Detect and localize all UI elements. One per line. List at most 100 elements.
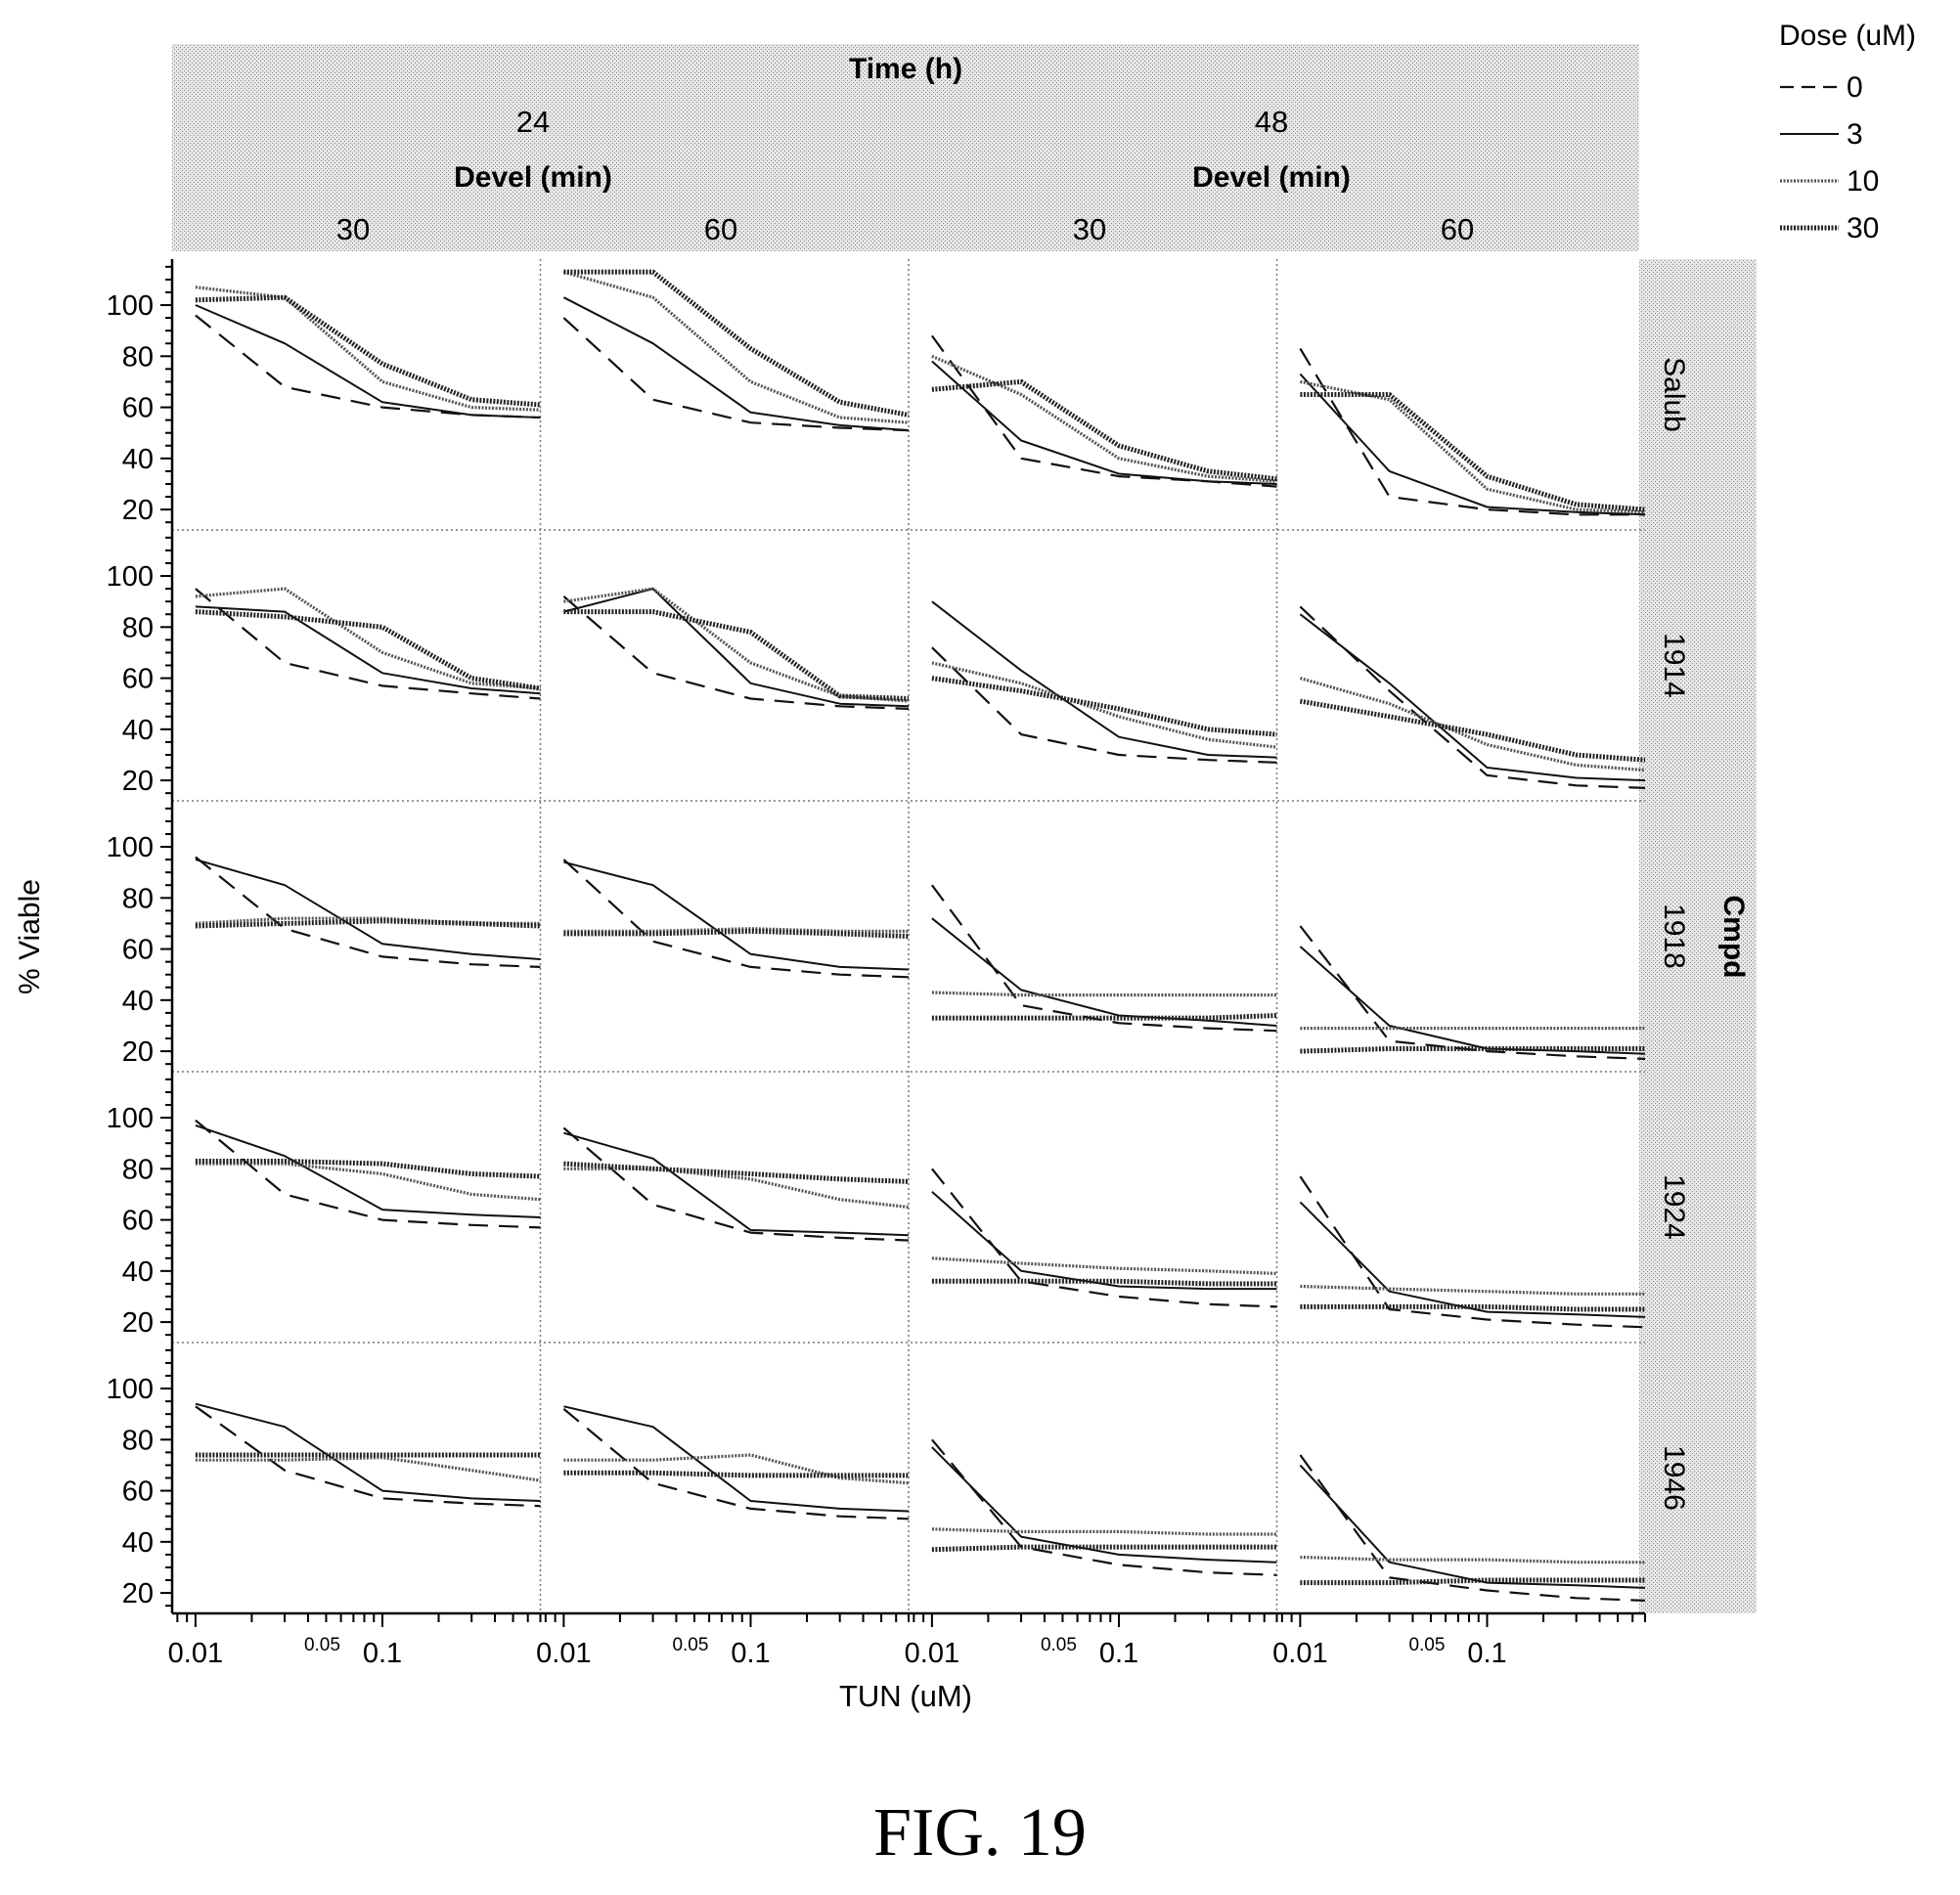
x-tick-label: 0.05	[1408, 1635, 1445, 1655]
row-facet-strip: Cmpd	[1639, 259, 1757, 1613]
series-dose-30	[1300, 392, 1646, 512]
panel-1924-t48-d60	[1299, 1175, 1646, 1329]
y-tick-label: 100	[107, 1374, 154, 1405]
series-dose-10	[563, 587, 910, 703]
y-tick-label: 80	[122, 1154, 154, 1185]
devel-label-col2: 60	[704, 212, 737, 246]
series-dose-3	[1299, 946, 1646, 1055]
series-dose-3	[931, 360, 1277, 485]
figure-caption: FIG. 19	[873, 1795, 1087, 1871]
panel-1946-t48-d60	[1299, 1454, 1646, 1602]
panel-Salub-t48-d30	[931, 334, 1277, 488]
x-tick-label: 0.05	[672, 1635, 708, 1655]
y-tick-label: 60	[122, 935, 154, 966]
series-dose-3	[562, 296, 910, 432]
x-tick-label: 0.05	[304, 1635, 340, 1655]
series-dose-30	[195, 1159, 541, 1179]
panel-1924-t24-d30	[195, 1119, 541, 1229]
x-tick-label: 0.01	[536, 1638, 591, 1669]
x-tick-label: 0.01	[1272, 1638, 1327, 1669]
y-tick-label: 40	[122, 444, 154, 475]
x-tick-label: 0.1	[1467, 1638, 1506, 1669]
series-dose-30	[931, 676, 1277, 737]
panel-1946-t48-d30	[931, 1438, 1277, 1576]
panel-1946-t24-d30	[195, 1402, 541, 1508]
y-tick-label: 100	[107, 832, 154, 863]
series-dose-10	[1299, 677, 1646, 772]
time-facet-title: Time (h)	[849, 53, 962, 85]
y-tick-label: 60	[122, 393, 154, 424]
panel-Salub-t24-d30	[195, 286, 541, 419]
series-dose-0	[1299, 1454, 1646, 1602]
series-dose-0	[195, 1119, 541, 1229]
row-label-1924: 1924	[1658, 1174, 1690, 1240]
series-dose-10	[563, 927, 909, 933]
panel-grid	[170, 259, 1645, 1615]
series-dose-10	[931, 661, 1277, 749]
series-dose-10	[931, 354, 1277, 483]
y-tick-label: 20	[122, 1036, 154, 1068]
series-dose-3	[931, 1446, 1277, 1564]
y-tick-label: 60	[122, 1206, 154, 1237]
panel-Salub-t48-d60	[1299, 347, 1646, 516]
series-dose-0	[931, 646, 1277, 764]
y-tick-label: 40	[122, 1256, 154, 1288]
panel-1918-t48-d30	[931, 884, 1277, 1033]
series-dose-30	[195, 918, 541, 929]
series-dose-10	[195, 1162, 541, 1202]
series-dose-3	[563, 1131, 910, 1237]
series-dose-10	[1300, 379, 1646, 514]
series-dose-3	[563, 860, 910, 971]
legend-label-dose-30: 30	[1847, 212, 1879, 244]
series-dose-30	[1299, 698, 1646, 763]
row-facet-labels: Salub 1914 1918 1924 1946	[1658, 357, 1690, 1511]
row-label-1918: 1918	[1658, 903, 1690, 969]
y-tick-label: 80	[122, 341, 154, 373]
devel-facet-title-48: Devel (min)	[1192, 161, 1351, 194]
series-dose-30	[563, 928, 910, 939]
series-dose-10	[931, 1527, 1277, 1536]
series-dose-3	[1299, 1464, 1646, 1589]
y-tick-label: 20	[122, 1578, 154, 1609]
series-dose-30	[931, 1278, 1277, 1287]
y-tick-label: 40	[122, 986, 154, 1017]
series-dose-3	[931, 917, 1277, 1027]
series-dose-3	[195, 605, 541, 695]
series-dose-10	[931, 1256, 1277, 1275]
series-dose-30	[931, 378, 1277, 482]
series-dose-30	[931, 1544, 1277, 1553]
series-dose-3	[563, 588, 910, 708]
legend-title: Dose (uM)	[1779, 20, 1916, 52]
legend-label-dose-10: 10	[1847, 165, 1879, 198]
x-axis: 0.01 0.05 0.1 0.01 0.05 0.1 0.01 0.05 0.1 0.01 0.0…	[168, 1613, 1646, 1669]
series-dose-0	[562, 1408, 910, 1520]
y-tick-label: 20	[122, 766, 154, 797]
series-dose-3	[931, 1191, 1277, 1291]
x-tick-label: 0.05	[1041, 1635, 1077, 1655]
series-dose-0	[562, 317, 910, 432]
series-dose-10	[563, 1453, 910, 1485]
series-dose-30	[563, 269, 910, 418]
series-dose-10	[1300, 1284, 1645, 1296]
panel-1924-t24-d60	[562, 1126, 910, 1242]
y-axis-title: % Viable	[14, 879, 46, 994]
series-dose-30	[931, 1013, 1277, 1021]
legend-label-dose-3: 3	[1847, 118, 1863, 151]
x-tick-label: 0.01	[905, 1638, 959, 1669]
panel-1918-t24-d30	[195, 856, 541, 968]
panel-1924-t48-d30	[931, 1168, 1277, 1308]
x-tick-label: 0.1	[1099, 1638, 1138, 1669]
y-tick-label: 20	[122, 1307, 154, 1339]
legend: Dose (uM) 0 3 10 30	[1779, 20, 1916, 244]
series-dose-3	[1299, 373, 1646, 516]
series-dose-10	[931, 991, 1277, 997]
series-dose-0	[562, 859, 910, 979]
panel-1914-t48-d30	[931, 600, 1277, 764]
y-axis: 20 40 60 80 100 20 40 60 80 100 20 40 60 80 100 20 40 60 8…	[107, 265, 172, 1609]
x-axis-title: TUN (uM)	[839, 1679, 972, 1713]
panel-Salub-t24-d60	[562, 269, 910, 432]
y-tick-label: 20	[122, 495, 154, 526]
series-dose-30	[1300, 1046, 1645, 1054]
series-dose-30	[1300, 1303, 1645, 1312]
